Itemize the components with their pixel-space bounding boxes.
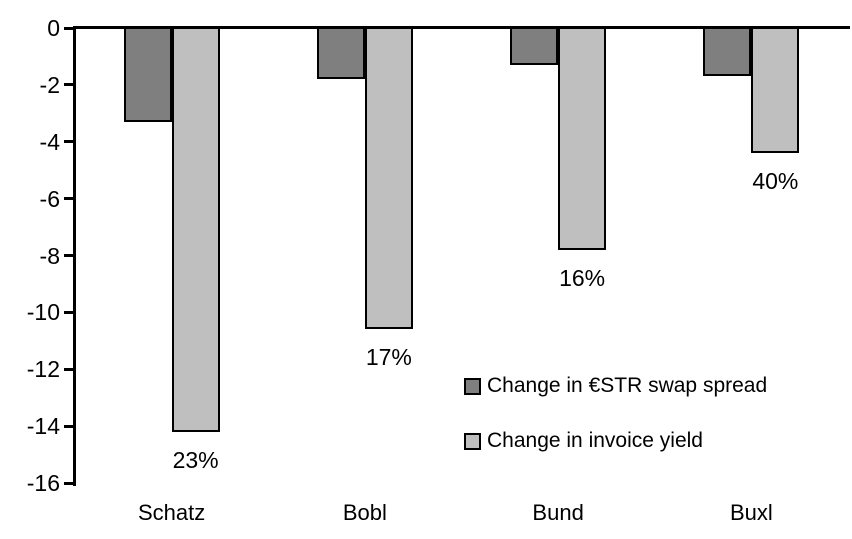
bar-data-label: 40% [752,168,799,195]
legend-swatch-swap-spread-icon [464,377,481,395]
y-tick-mark [64,197,73,201]
y-tick-mark [64,310,73,314]
x-axis-zero-line [73,26,850,29]
bar-invoice-yield [751,27,800,154]
x-axis-category-label: Schatz [137,500,206,525]
y-tick-label: -4 [39,128,60,155]
y-tick-label: -2 [39,71,60,98]
y-tick-label: -12 [26,356,60,383]
y-tick-mark [64,481,73,485]
bar-data-label: 16% [559,264,606,291]
bar-swap-spread [123,27,172,122]
y-tick-mark [64,254,73,257]
bar-swap-spread [316,27,365,80]
x-axis-category-label: Bund [532,500,584,525]
y-tick-label: -14 [26,413,60,440]
bar-data-label: 17% [365,344,412,371]
legend-item-invoice-yield: Change in invoice yield [464,429,767,453]
bar-data-label: 23% [172,446,219,473]
y-tick-label: -10 [26,299,60,326]
y-tick-label: -8 [39,242,60,269]
y-tick-mark [64,424,73,428]
bar-invoice-yield [364,27,413,330]
y-tick-mark [64,26,73,30]
bar-swap-spread [703,27,752,77]
y-tick-label: -6 [39,185,60,212]
legend-label-invoice-yield: Change in invoice yield [487,429,703,452]
y-tick-mark [64,83,73,87]
y-tick-label: 0 [47,15,60,41]
y-tick-mark [64,367,73,371]
legend-label-swap-spread: Change in €STR swap spread [487,374,768,397]
legend-swatch-invoice-yield-icon [464,432,481,450]
x-axis-category-label: Buxl [729,500,773,525]
legend-item-swap-spread: Change in €STR swap spread [464,374,767,398]
y-tick-mark [64,140,73,144]
x-axis-category-label: Bobl [342,500,387,525]
y-axis-line [73,26,76,486]
bar-invoice-yield [558,27,607,250]
bar-swap-spread [510,27,559,65]
y-tick-label: -16 [26,470,60,496]
legend: Change in €STR swap spread Change in inv… [464,374,767,453]
bar-invoice-yield [171,27,220,432]
